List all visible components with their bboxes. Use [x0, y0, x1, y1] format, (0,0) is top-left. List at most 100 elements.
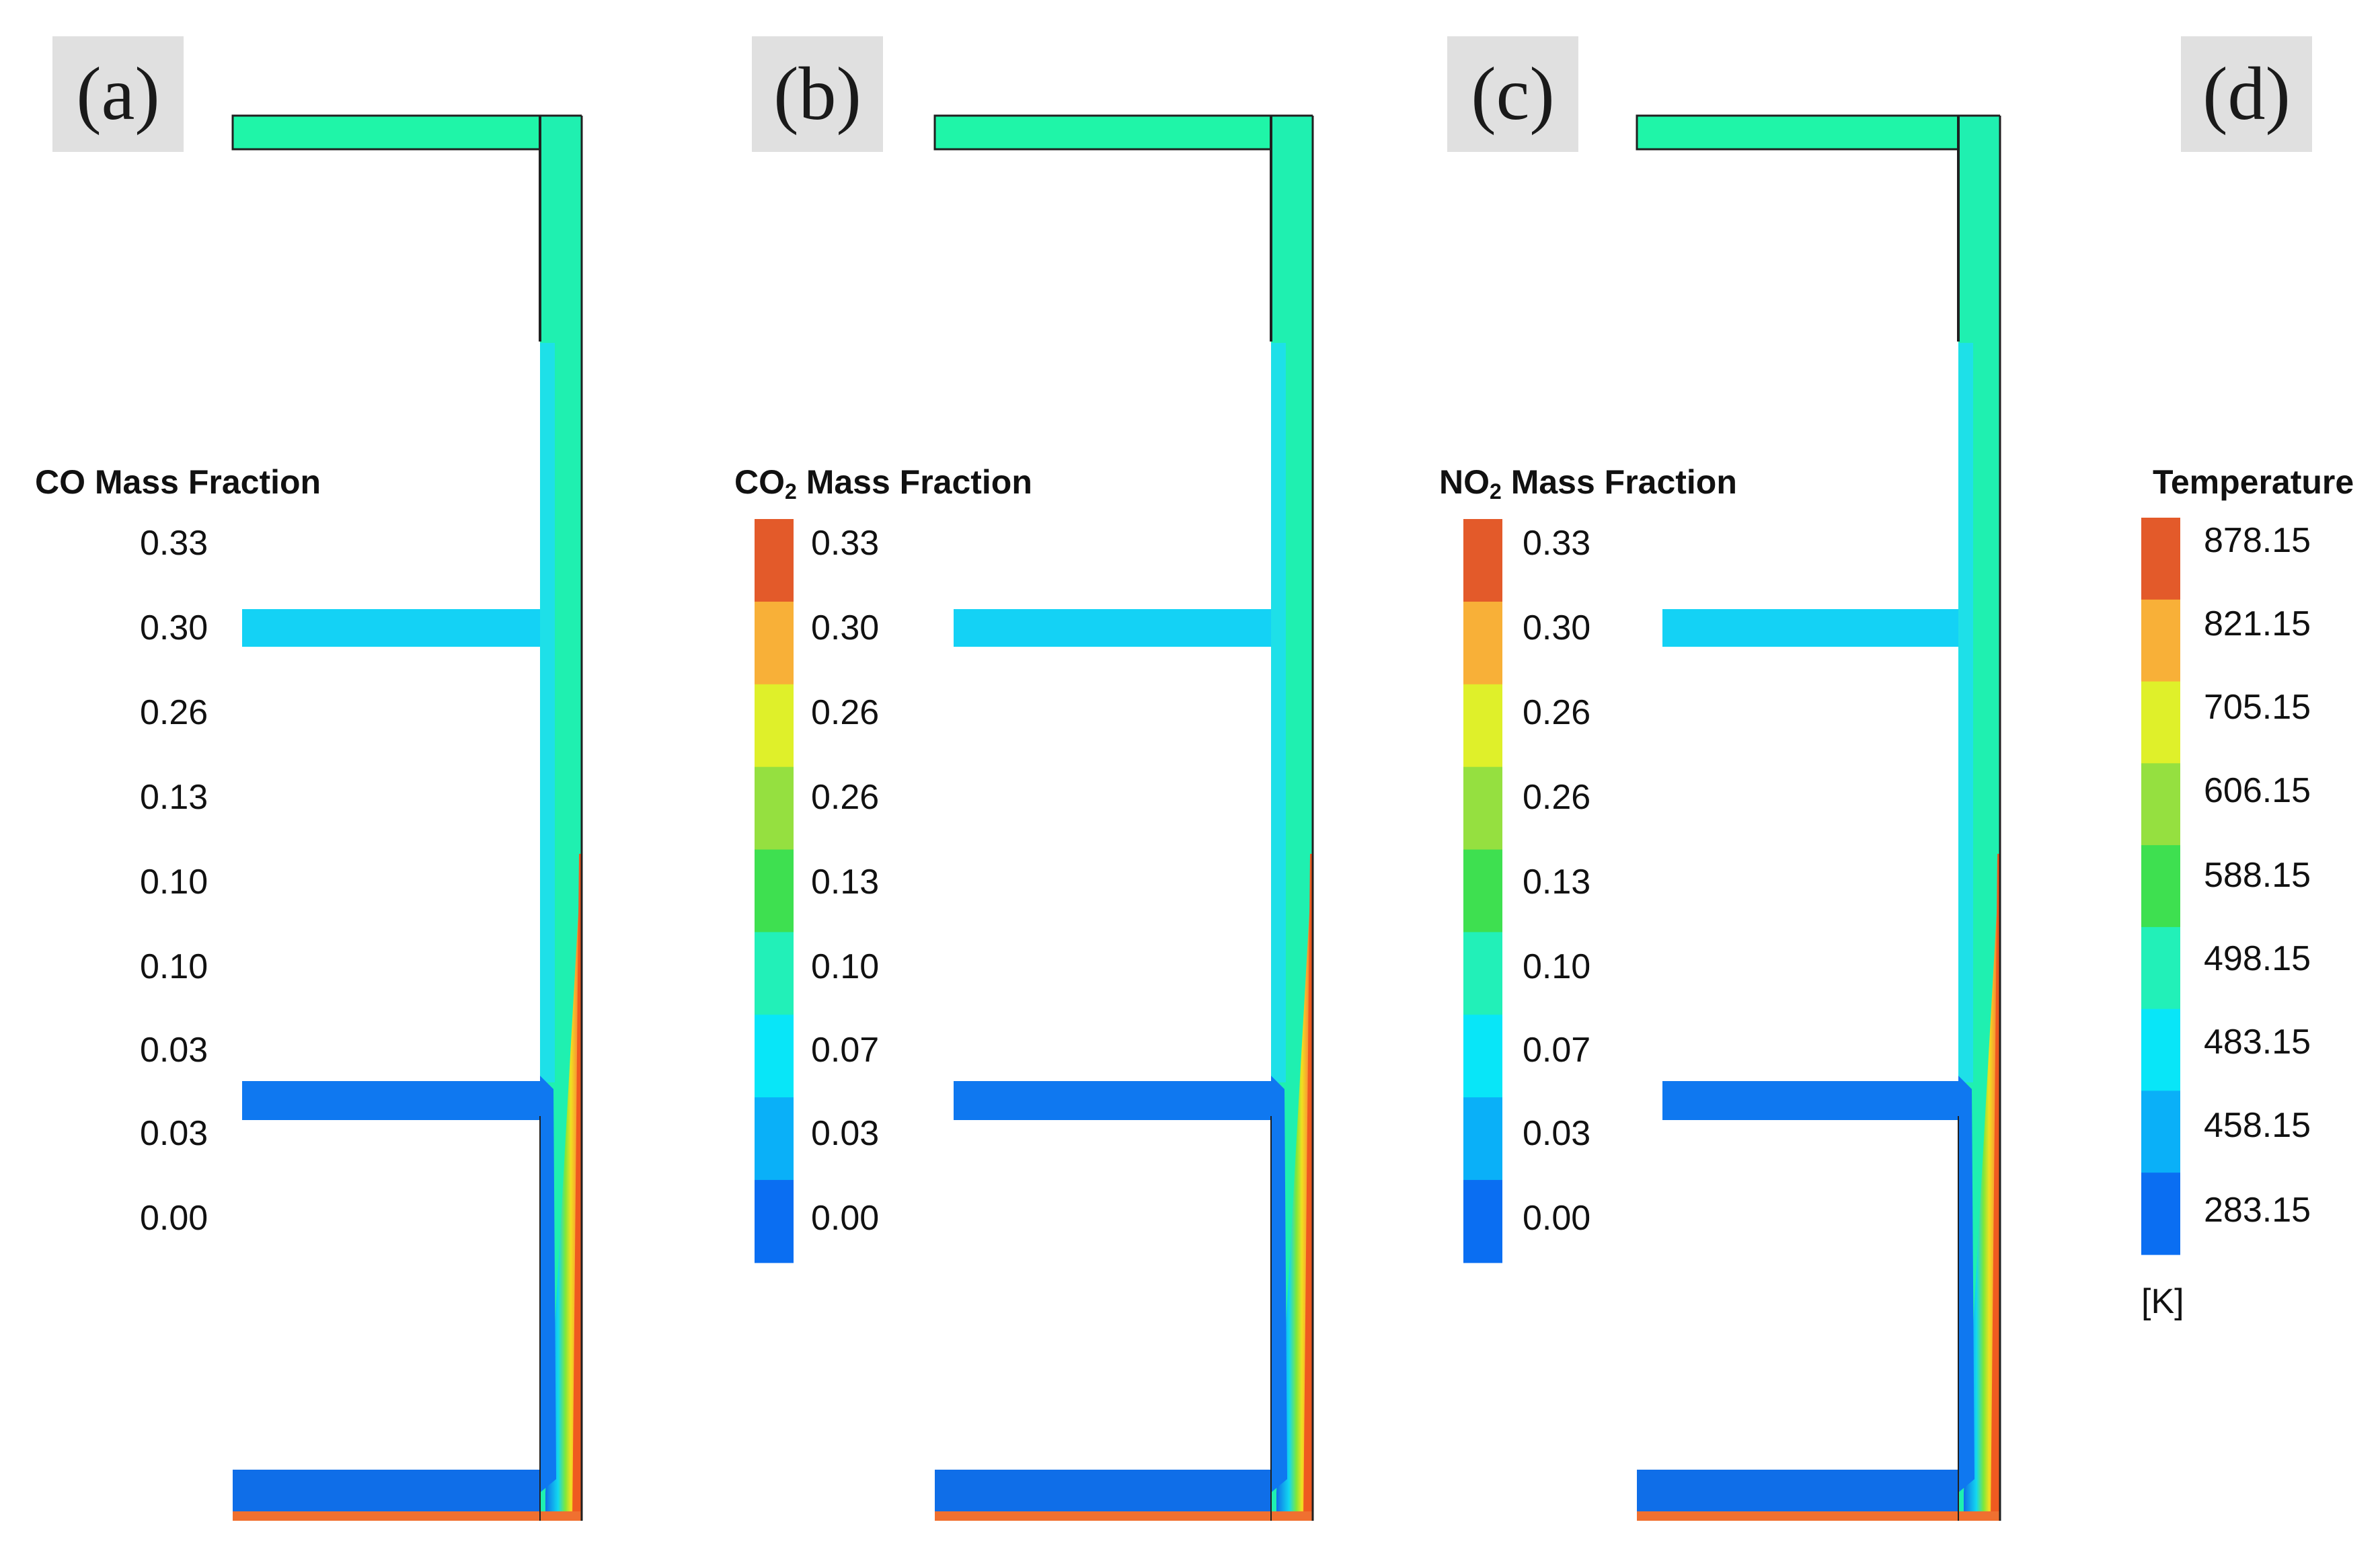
legend-co-value: 0.30 — [140, 608, 208, 647]
legend-temperature-unit: [K] — [2141, 1282, 2184, 1321]
legend-no2-value: 0.13 — [1523, 863, 1591, 902]
cold-wedge — [1271, 1076, 1287, 1493]
legend-co2-title: CO2 Mass Fraction — [734, 465, 1032, 502]
colorbar-swatch — [2141, 518, 2180, 600]
legend-temperature-title-main: Temperature — [2153, 463, 2354, 501]
colorbar-swatch — [755, 766, 794, 850]
legend-temperature-value: 821.15 — [2204, 604, 2311, 643]
legend-temperature-value: 458.15 — [2204, 1106, 2311, 1145]
colorbar-swatch — [755, 601, 794, 685]
channel-cool-strip — [1958, 343, 1973, 1082]
legend-no2-value: 0.26 — [1523, 778, 1591, 817]
legend-no2-value: 0.33 — [1523, 524, 1591, 563]
colorbar-swatch — [755, 684, 794, 768]
legend-no2-value: 0.30 — [1523, 608, 1591, 647]
legend-co-value: 0.10 — [140, 947, 208, 986]
colorbar-swatch — [755, 1097, 794, 1181]
panel-label-b: (b) — [752, 36, 883, 152]
legend-temperature-value: 878.15 — [2204, 521, 2311, 560]
panel-label-d: (d) — [2181, 36, 2312, 152]
middle-inlet — [954, 609, 1271, 647]
colorbar-swatch — [1463, 519, 1502, 602]
colorbar-swatch — [1463, 1015, 1502, 1098]
colorbar-swatch — [2141, 681, 2180, 764]
legend-temperature-value: 283.15 — [2204, 1191, 2311, 1230]
colorbar-swatch — [755, 932, 794, 1015]
legend-no2-title: NO2 Mass Fraction — [1439, 465, 1737, 502]
legend-no2-value: 0.10 — [1523, 947, 1591, 986]
legend-temperature-value: 588.15 — [2204, 856, 2311, 895]
legend-co-value: 0.26 — [140, 693, 208, 732]
colorbar-swatch — [2141, 1008, 2180, 1092]
bottom-inlet — [1637, 1470, 1958, 1511]
lower-inlet — [954, 1081, 1271, 1120]
legend-co-value: 0.10 — [140, 863, 208, 902]
legend-co-value: 0.03 — [140, 1114, 208, 1153]
colorbar-swatch — [2141, 599, 2180, 682]
colorbar-swatch — [2141, 763, 2180, 846]
lower-inlet — [242, 1081, 540, 1120]
legend-co2-value: 0.07 — [811, 1031, 880, 1070]
cold-wedge — [540, 1076, 556, 1493]
channel-cool-strip — [1271, 343, 1286, 1082]
legend-co2-title-sub: 2 — [785, 479, 797, 504]
top-inlet — [935, 116, 1271, 149]
colorbar-swatch — [2141, 1090, 2180, 1173]
colorbar-swatch — [1463, 1097, 1502, 1181]
panel-label-a: (a) — [52, 36, 184, 152]
colorbar-swatch — [1463, 849, 1502, 933]
colorbar-swatch — [755, 1180, 794, 1263]
colorbar-swatch — [2141, 926, 2180, 1010]
legend-co-value: 0.13 — [140, 778, 208, 817]
legend-no2-value: 0.07 — [1523, 1031, 1591, 1070]
legend-no2-value: 0.26 — [1523, 693, 1591, 732]
legend-no2-title-rest: Mass Fraction — [1501, 463, 1737, 501]
legend-co-value: 0.03 — [140, 1031, 208, 1070]
legend-no2-title-main: NO — [1439, 463, 1490, 501]
hot-wall-layer — [1303, 854, 1313, 1521]
bottom-hot-strip — [935, 1511, 1313, 1521]
legend-co2-title-main: CO — [734, 463, 785, 501]
hot-wall-layer — [572, 854, 582, 1521]
legend-co2-value: 0.13 — [811, 863, 880, 902]
colorbar-swatch — [755, 519, 794, 602]
legend-co2-title-rest: Mass Fraction — [796, 463, 1032, 501]
legend-co2-value: 0.33 — [811, 524, 880, 563]
legend-co2-value: 0.26 — [811, 693, 880, 732]
panel-label-b-text: (b) — [773, 52, 861, 136]
legend-co-value: 0.00 — [140, 1199, 208, 1238]
legend-temperature-value: 483.15 — [2204, 1023, 2311, 1062]
colorbar-swatch — [1463, 1180, 1502, 1263]
legend-co-title: CO Mass Fraction — [35, 465, 321, 502]
legend-temperature-title: Temperature — [2153, 465, 2354, 502]
legend-co2-value: 0.30 — [811, 608, 880, 647]
cold-wedge — [1958, 1076, 1974, 1493]
bottom-inlet — [935, 1470, 1271, 1511]
panel-label-d-text: (d) — [2202, 52, 2291, 136]
top-inlet — [1637, 116, 1958, 149]
top-inlet — [233, 116, 540, 149]
legend-co-value: 0.33 — [140, 524, 208, 563]
hot-wall-layer — [1991, 854, 2000, 1521]
colorbar-swatch — [1463, 932, 1502, 1015]
colorbar-swatch — [2141, 1173, 2180, 1255]
legend-co2-value: 0.03 — [811, 1114, 880, 1153]
legend-temperature-value: 705.15 — [2204, 688, 2311, 727]
middle-inlet — [242, 609, 540, 647]
panel-label-c-text: (c) — [1471, 52, 1555, 136]
bottom-inlet — [233, 1470, 540, 1511]
legend-co2-value: 0.26 — [811, 778, 880, 817]
legend-co-title-main: CO Mass Fraction — [35, 463, 321, 501]
legend-no2-value: 0.03 — [1523, 1114, 1591, 1153]
colorbar-swatch — [2141, 845, 2180, 928]
legend-no2-value: 0.00 — [1523, 1199, 1591, 1238]
colorbar-swatch — [755, 1015, 794, 1098]
colorbar-swatch — [755, 849, 794, 933]
legend-co2-value: 0.10 — [811, 947, 880, 986]
panel-label-a-text: (a) — [76, 52, 160, 136]
legend-temperature-value: 606.15 — [2204, 771, 2311, 810]
legend-temperature-value: 498.15 — [2204, 939, 2311, 978]
lower-inlet — [1662, 1081, 1958, 1120]
